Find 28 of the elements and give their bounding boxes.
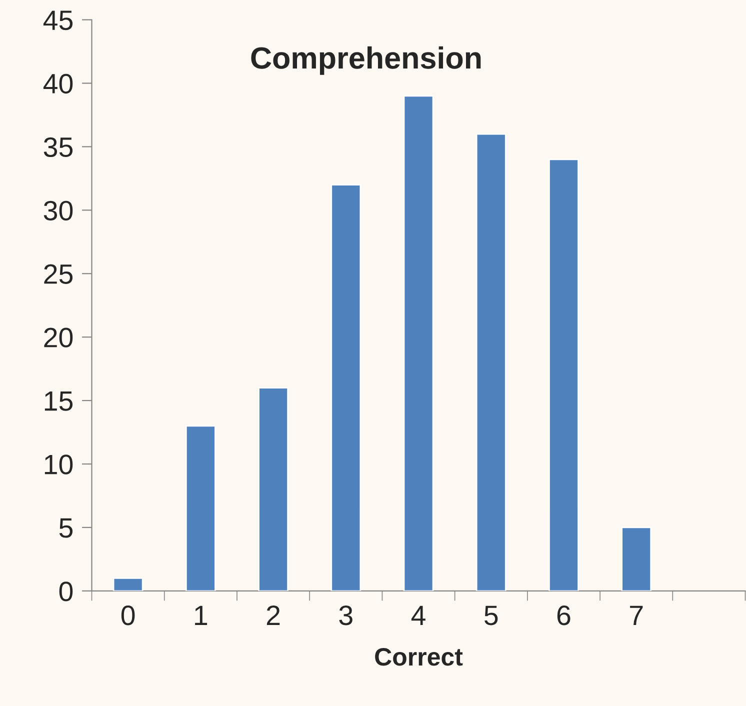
y-tick-label: 20 <box>44 328 73 348</box>
y-tick-label: 0 <box>59 582 73 602</box>
bar <box>330 184 362 591</box>
bar <box>258 387 288 591</box>
y-tick-label: 45 <box>43 10 73 30</box>
y-tick-label: 5 <box>59 518 73 538</box>
text: Comprehension <box>251 46 481 75</box>
bar <box>476 133 506 591</box>
y-tick-label: 10 <box>44 454 73 474</box>
y-tick-label: 30 <box>44 200 73 220</box>
x-tick-label: 0 <box>121 606 135 626</box>
x-tick-label: 2 <box>266 606 280 625</box>
y-tick-label: 40 <box>43 74 73 94</box>
x-tick-label: 1 <box>195 606 208 625</box>
x-tick-label: 3 <box>339 606 352 626</box>
bar <box>548 158 579 591</box>
x-tick-label: 4 <box>411 606 426 625</box>
y-tick-label: 25 <box>44 264 73 284</box>
bar <box>185 425 216 591</box>
x-axis-title: Correct <box>375 648 463 666</box>
bar <box>403 95 434 591</box>
y-tick-label: 35 <box>44 137 73 158</box>
x-tick-label: 7 <box>630 606 643 625</box>
x-tick-label: 6 <box>557 606 570 626</box>
y-tick-label: 15 <box>44 391 73 411</box>
x-tick-label: 5 <box>484 606 498 626</box>
bar <box>621 526 652 591</box>
bar <box>112 578 144 591</box>
